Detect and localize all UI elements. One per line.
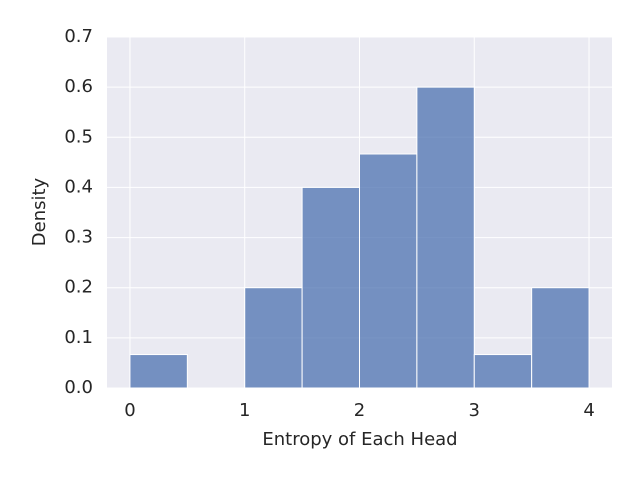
x-tick-label: 2 [354, 400, 365, 421]
x-tick-label: 4 [583, 400, 594, 421]
x-tick-label: 1 [239, 400, 250, 421]
y-tick-label: 0.3 [64, 227, 93, 248]
x-tick-label: 0 [124, 400, 135, 421]
bar [359, 153, 418, 389]
x-tick-label: 3 [469, 400, 480, 421]
bar [244, 287, 303, 389]
bar [473, 354, 533, 389]
y-axis-label: Density [29, 177, 50, 246]
bar [301, 186, 361, 389]
y-tick-label: 0.0 [64, 377, 93, 398]
y-tick-label: 0.1 [64, 327, 93, 348]
bar [129, 354, 188, 389]
bar [416, 86, 475, 389]
y-tick-label: 0.5 [64, 126, 93, 147]
bar [531, 287, 590, 389]
y-tick-label: 0.4 [64, 176, 93, 197]
x-axis-label: Entropy of Each Head [262, 429, 457, 450]
y-tick-label: 0.6 [64, 76, 93, 97]
y-tick-label: 0.2 [64, 277, 93, 298]
y-tick-label: 0.7 [64, 26, 93, 47]
